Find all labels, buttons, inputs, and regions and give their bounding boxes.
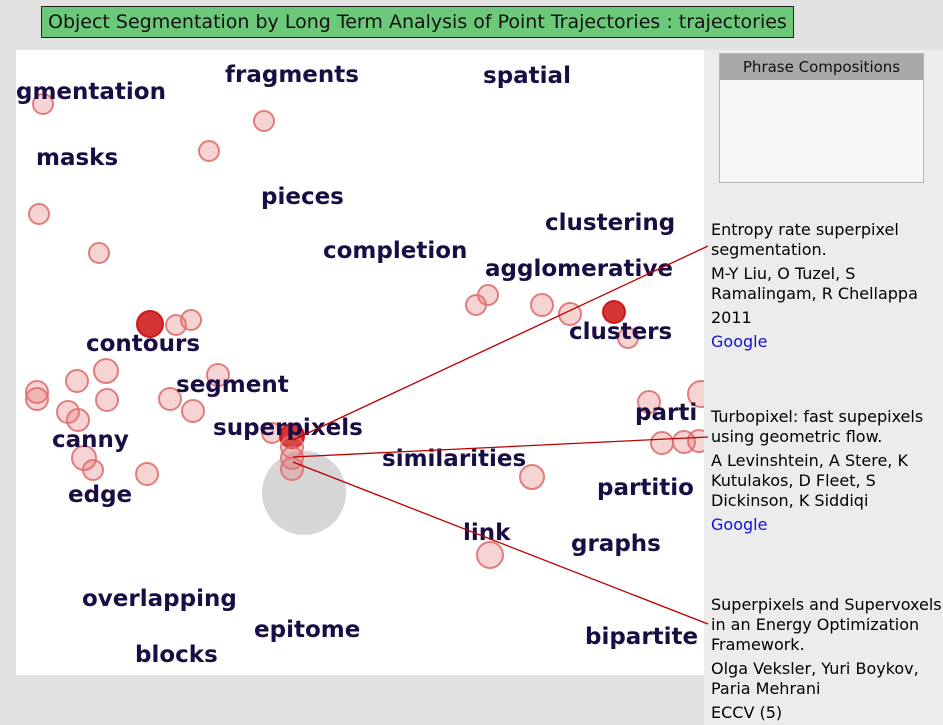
word-parti[interactable]: parti: [635, 400, 697, 426]
trajectory-circle[interactable]: [66, 408, 90, 432]
trajectory-circle[interactable]: [25, 387, 49, 411]
focus-circle: [262, 451, 346, 535]
google-link[interactable]: Google: [711, 332, 768, 351]
trajectory-circle[interactable]: [136, 310, 164, 338]
trajectory-circle[interactable]: [28, 203, 50, 225]
paper-card-1: Entropy rate superpixel segmentation. M-…: [711, 220, 943, 352]
trajectory-circle[interactable]: [477, 284, 499, 306]
word-completion[interactable]: completion: [323, 238, 467, 264]
trajectory-circle[interactable]: [82, 459, 104, 481]
trajectory-circle[interactable]: [181, 399, 205, 423]
trajectory-circle[interactable]: [280, 457, 304, 481]
trajectory-circle[interactable]: [253, 110, 275, 132]
paper-title: Turbopixel: fast supepixels using geomet…: [711, 407, 924, 446]
phrase-compositions-panel: Phrase Compositions: [719, 53, 924, 183]
google-link[interactable]: Google: [711, 515, 768, 534]
phrase-compositions-header: Phrase Compositions: [720, 54, 923, 80]
trajectory-circle[interactable]: [95, 388, 119, 412]
word-similarities[interactable]: similarities: [382, 446, 526, 472]
trajectory-circle[interactable]: [25, 380, 49, 404]
paper-card-3: Superpixels and Supervoxels in an Energy…: [711, 595, 943, 723]
word-gmentation[interactable]: gmentation: [16, 79, 166, 105]
trajectory-circle[interactable]: [180, 309, 202, 331]
paper-authors: Olga Veksler, Yuri Boykov, Paria Mehrani: [711, 659, 919, 698]
word-spatial[interactable]: spatial: [483, 63, 571, 89]
word-blocks[interactable]: blocks: [135, 642, 218, 668]
word-contours[interactable]: contours: [86, 331, 200, 357]
word-canny[interactable]: canny: [52, 427, 129, 453]
page-title: Object Segmentation by Long Term Analysi…: [41, 6, 794, 38]
paper-card-2: Turbopixel: fast supepixels using geomet…: [711, 407, 943, 535]
paper-authors: A Levinshtein, A Stere, K Kutulakos, D F…: [711, 451, 908, 510]
trajectory-circle[interactable]: [206, 363, 230, 387]
word-map-svg[interactable]: gmentation fragments spatial masks pieces clu…: [16, 50, 704, 675]
trajectory-circle[interactable]: [93, 358, 119, 384]
word-fragments[interactable]: fragments: [225, 62, 359, 88]
trajectory-circle[interactable]: [135, 462, 159, 486]
word-graphs[interactable]: graphs: [571, 531, 661, 557]
trajectory-circle[interactable]: [32, 93, 54, 115]
word-masks[interactable]: masks: [36, 145, 118, 171]
trajectory-circle[interactable]: [65, 369, 89, 393]
word-map-canvas[interactable]: gmentation fragments spatial masks pieces clu…: [16, 50, 704, 675]
word-clustering[interactable]: clustering: [545, 210, 675, 236]
word-overlapping[interactable]: overlapping: [82, 586, 237, 612]
paper-authors: M-Y Liu, O Tuzel, S Ramalingam, R Chella…: [711, 264, 918, 303]
trajectory-circle[interactable]: [650, 431, 674, 455]
word-edge[interactable]: edge: [68, 482, 132, 508]
word-pieces[interactable]: pieces: [261, 184, 344, 210]
paper-title: Superpixels and Supervoxels in an Energy…: [711, 595, 942, 654]
paper-year: 2011: [711, 308, 752, 327]
word-bipartite[interactable]: bipartite: [585, 624, 698, 650]
word-superpixels[interactable]: superpixels: [213, 415, 363, 441]
word-agglomerative[interactable]: agglomerative: [485, 256, 673, 282]
word-segment[interactable]: segment: [176, 372, 289, 398]
trajectory-circle[interactable]: [687, 429, 704, 453]
trajectory-circle[interactable]: [158, 387, 182, 411]
word-link[interactable]: link: [463, 520, 511, 546]
word-clusters[interactable]: clusters: [569, 319, 672, 345]
trajectory-circle[interactable]: [88, 242, 110, 264]
word-epitome[interactable]: epitome: [254, 617, 360, 643]
paper-year: ECCV (5): [711, 703, 783, 722]
trajectory-circle[interactable]: [530, 293, 554, 317]
paper-title: Entropy rate superpixel segmentation.: [711, 220, 899, 259]
word-partitio[interactable]: partitio: [597, 475, 694, 501]
trajectory-circle[interactable]: [198, 140, 220, 162]
